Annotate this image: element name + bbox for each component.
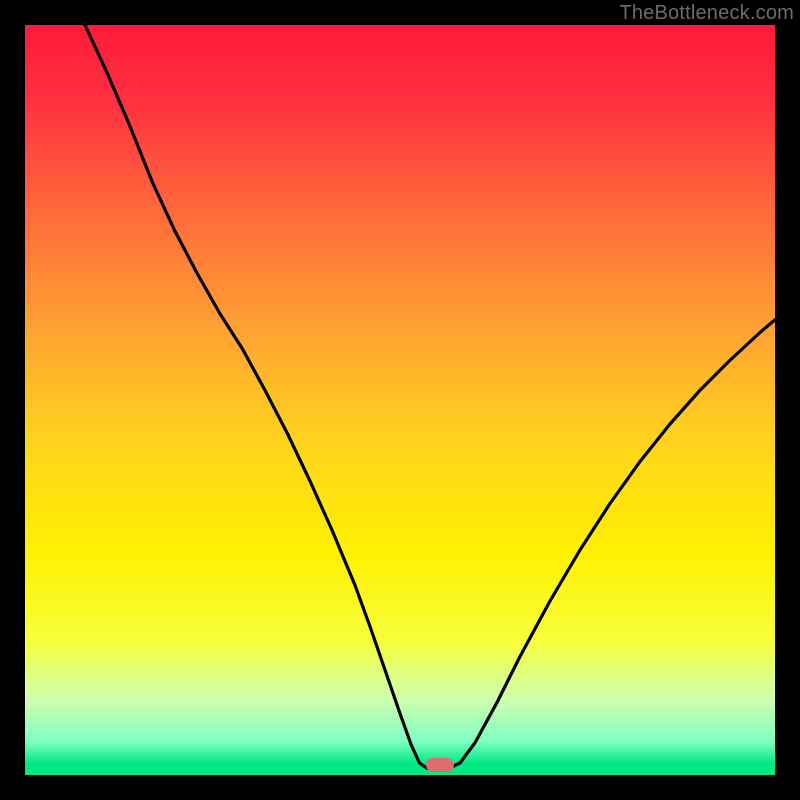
bottleneck-curve [25, 25, 775, 775]
plot-area [25, 25, 775, 775]
chart-frame: TheBottleneck.com [0, 0, 800, 800]
watermark-text: TheBottleneck.com [619, 0, 800, 25]
curve-path [85, 25, 775, 768]
optimal-point-marker [426, 758, 454, 772]
